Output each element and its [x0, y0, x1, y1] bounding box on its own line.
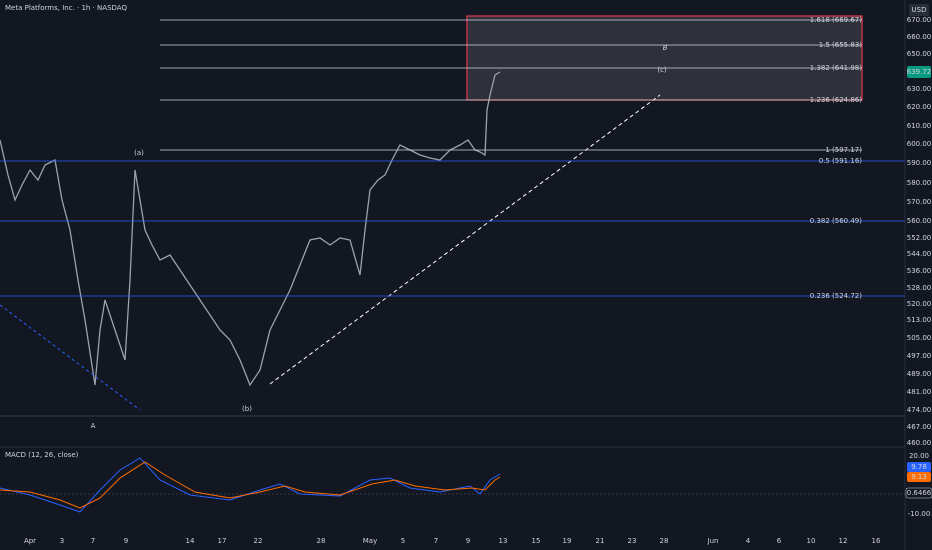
- fib-label: 0.236 (524.72): [810, 292, 862, 300]
- currency-box[interactable]: [909, 4, 929, 16]
- wave-label: (b): [242, 405, 252, 413]
- wave-label: A: [91, 422, 96, 430]
- date-label: 22: [254, 537, 263, 545]
- date-label: 28: [660, 537, 669, 545]
- date-label: 16: [872, 537, 881, 545]
- symbol-title: Meta Platforms, Inc. · 1h · NASDAQ: [5, 4, 127, 12]
- wave-label: (a): [134, 149, 144, 157]
- target-zone: [466, 15, 863, 101]
- price-label: 520.00: [907, 300, 932, 308]
- price-label: 505.00: [907, 334, 932, 342]
- date-label: 9: [124, 537, 128, 545]
- price-label: 600.00: [907, 140, 932, 148]
- date-label: 15: [532, 537, 541, 545]
- price-label: 497.00: [907, 352, 932, 360]
- price-label: 630.00: [907, 85, 932, 93]
- price-label: 670.00: [907, 16, 932, 24]
- date-label: 23: [628, 537, 637, 545]
- price-label: 650.00: [907, 50, 932, 58]
- fib-label: 1.236 (624.86): [810, 96, 862, 104]
- macd-axis: -10.00: [908, 510, 931, 518]
- price-label: 489.00: [907, 370, 932, 378]
- price-label: 481.00: [907, 388, 932, 396]
- date-label: Jun: [707, 537, 719, 545]
- last-price-box: [907, 66, 931, 78]
- price-label: 528.00: [907, 284, 932, 292]
- date-label: 6: [777, 537, 782, 545]
- price-label: 620.00: [907, 103, 932, 111]
- trend-line: [0, 304, 141, 411]
- macd-box: [907, 462, 931, 472]
- signal-line: [0, 461, 501, 509]
- price-label: 544.00: [907, 250, 932, 258]
- date-label: 21: [596, 537, 605, 545]
- date-label: 28: [317, 537, 326, 545]
- fib-label: 0.382 (560.49): [810, 217, 862, 225]
- wave-label: (c): [657, 66, 667, 74]
- date-label: 17: [218, 537, 227, 545]
- fib-label: 1.618 (669.67): [810, 16, 862, 24]
- signal-box: [907, 472, 931, 482]
- price-label: 552.00: [907, 234, 932, 242]
- macd-value: 9.78: [911, 463, 927, 471]
- price-label: 474.00: [907, 406, 932, 414]
- date-label: 12: [839, 537, 848, 545]
- fib-label: 1.5 (655.83): [819, 41, 863, 49]
- date-label: May: [363, 537, 377, 545]
- price-label: 590.00: [907, 159, 932, 167]
- macd-title: MACD (12, 26, close): [5, 451, 79, 459]
- fib-label: 1.382 (641.98): [810, 64, 862, 72]
- price-label: 460.00: [907, 439, 932, 447]
- projection-line: [269, 94, 661, 385]
- macd-line: [0, 457, 501, 513]
- date-label: 19: [563, 537, 572, 545]
- price-label: 570.00: [907, 198, 932, 206]
- signal-value: 9.13: [911, 473, 927, 481]
- date-label: 5: [401, 537, 405, 545]
- date-label: 7: [91, 537, 95, 545]
- macd-axis: 20.00: [909, 452, 929, 460]
- price-series: [0, 71, 501, 387]
- fib-label: 1 (597.17): [825, 146, 862, 154]
- wave-label: B: [663, 44, 668, 52]
- date-label: 10: [807, 537, 816, 545]
- price-label: 580.00: [907, 179, 932, 187]
- fib-label: 0.5 (591.16): [819, 157, 863, 165]
- price-label: 513.00: [907, 316, 932, 324]
- price-label: 560.00: [907, 217, 932, 225]
- price-label: 536.00: [907, 267, 932, 275]
- date-label: 7: [434, 537, 438, 545]
- price-label: 660.00: [907, 33, 932, 41]
- hist-value: 0.6466: [907, 489, 932, 497]
- date-label: 4: [746, 537, 751, 545]
- date-label: 3: [60, 537, 64, 545]
- price-label: 610.00: [907, 122, 932, 130]
- date-label: 13: [499, 537, 508, 545]
- price-label: 467.00: [907, 423, 932, 431]
- date-label: Apr: [24, 537, 36, 545]
- currency[interactable]: USD: [912, 6, 927, 14]
- date-label: 14: [186, 537, 195, 545]
- hist-box: [905, 487, 932, 499]
- date-label: 9: [466, 537, 470, 545]
- last-price: 639.72: [907, 68, 932, 76]
